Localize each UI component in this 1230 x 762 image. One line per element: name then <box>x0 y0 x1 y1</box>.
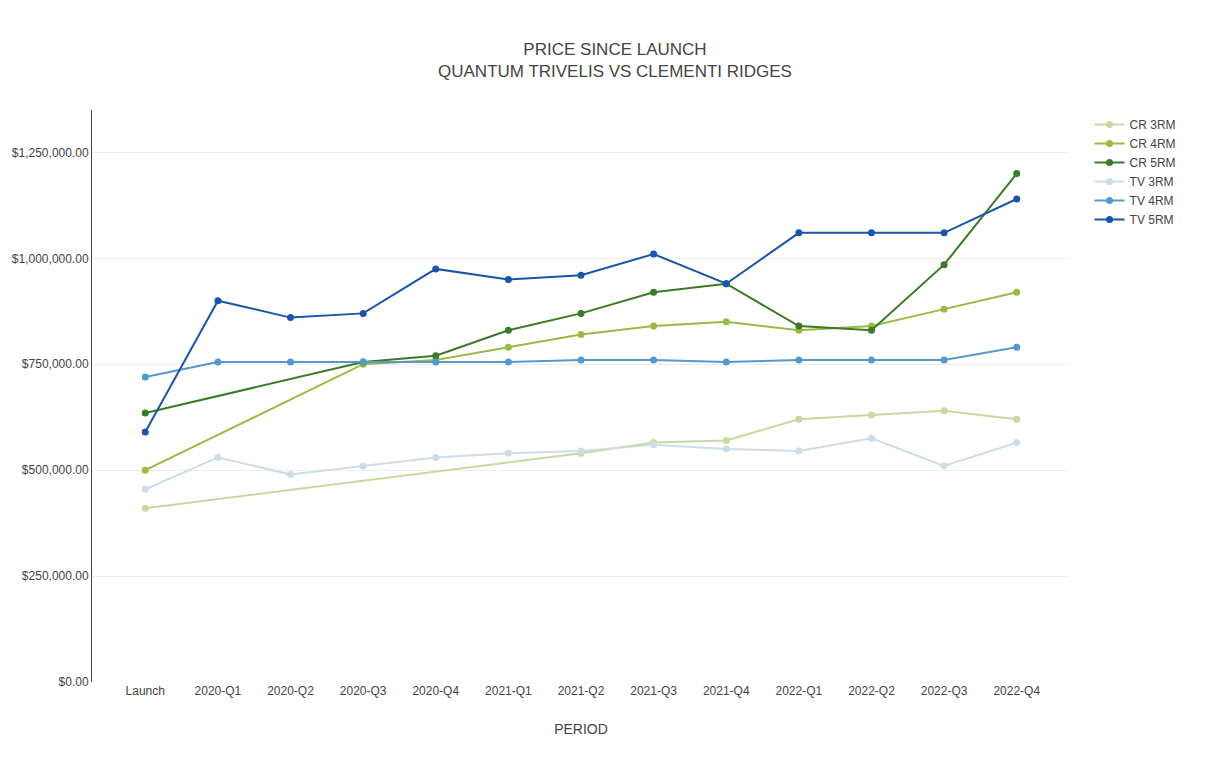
svg-text:CR 4RM: CR 4RM <box>1130 137 1176 151</box>
svg-text:TV 4RM: TV 4RM <box>1130 194 1174 208</box>
svg-text:2021-Q3: 2021-Q3 <box>630 684 677 698</box>
svg-text:2022-Q3: 2022-Q3 <box>921 684 968 698</box>
svg-text:$0.00: $0.00 <box>59 675 89 689</box>
svg-text:Launch: Launch <box>126 684 165 698</box>
svg-text:2022-Q1: 2022-Q1 <box>776 684 823 698</box>
svg-text:$500,000.00: $500,000.00 <box>22 463 89 477</box>
svg-text:2022-Q4: 2022-Q4 <box>993 684 1040 698</box>
svg-text:$250,000.00: $250,000.00 <box>22 569 89 583</box>
svg-text:2022-Q2: 2022-Q2 <box>848 684 895 698</box>
svg-text:2021-Q1: 2021-Q1 <box>485 684 532 698</box>
svg-text:$1,000,000.00: $1,000,000.00 <box>12 251 89 265</box>
svg-text:2021-Q4: 2021-Q4 <box>703 684 750 698</box>
svg-text:2020-Q4: 2020-Q4 <box>412 684 459 698</box>
svg-text:TV 5RM: TV 5RM <box>1130 213 1174 227</box>
svg-text:2020-Q1: 2020-Q1 <box>195 684 242 698</box>
svg-text:TV 3RM: TV 3RM <box>1130 175 1174 189</box>
svg-text:2020-Q3: 2020-Q3 <box>340 684 387 698</box>
svg-text:PERIOD: PERIOD <box>554 721 608 737</box>
svg-text:CR 3RM: CR 3RM <box>1130 118 1176 132</box>
svg-text:$750,000.00: $750,000.00 <box>22 357 89 371</box>
svg-text:$1,250,000.00: $1,250,000.00 <box>12 146 89 160</box>
svg-text:CR 5RM: CR 5RM <box>1130 156 1176 170</box>
svg-text:PRICE SINCE LAUNCHQUANTUM TRIV: PRICE SINCE LAUNCHQUANTUM TRIVELIS VS CL… <box>438 40 792 81</box>
svg-text:2021-Q2: 2021-Q2 <box>558 684 605 698</box>
svg-text:2020-Q2: 2020-Q2 <box>267 684 314 698</box>
